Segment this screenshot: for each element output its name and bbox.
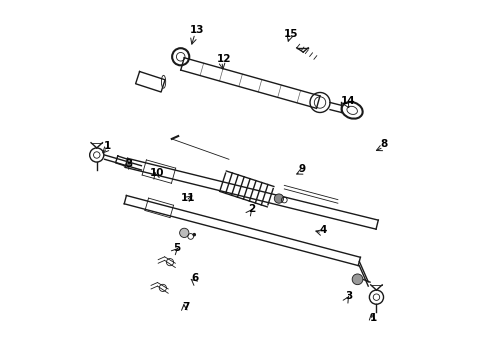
Text: 5: 5 bbox=[173, 243, 181, 253]
Text: 3: 3 bbox=[345, 291, 352, 301]
Text: 9: 9 bbox=[298, 164, 306, 174]
Text: 1: 1 bbox=[370, 312, 377, 323]
Text: 2: 2 bbox=[248, 203, 256, 213]
Text: 7: 7 bbox=[182, 302, 190, 312]
Text: 12: 12 bbox=[216, 54, 231, 64]
Circle shape bbox=[180, 228, 189, 238]
Circle shape bbox=[274, 194, 284, 203]
Text: 1: 1 bbox=[104, 141, 111, 151]
Text: 14: 14 bbox=[341, 96, 356, 107]
Text: 8: 8 bbox=[381, 139, 388, 149]
Text: 3: 3 bbox=[125, 159, 132, 169]
Circle shape bbox=[352, 274, 363, 285]
Text: 13: 13 bbox=[190, 25, 204, 35]
Text: 4: 4 bbox=[320, 225, 327, 235]
Text: 6: 6 bbox=[192, 273, 198, 283]
Circle shape bbox=[193, 233, 196, 237]
Text: 10: 10 bbox=[150, 168, 165, 178]
Text: 11: 11 bbox=[181, 193, 195, 203]
Text: 15: 15 bbox=[284, 28, 299, 39]
